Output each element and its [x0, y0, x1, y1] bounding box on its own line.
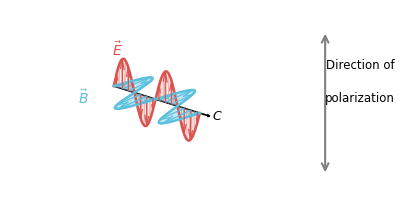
- Text: Direction of: Direction of: [326, 59, 394, 73]
- Text: polarization: polarization: [325, 92, 395, 105]
